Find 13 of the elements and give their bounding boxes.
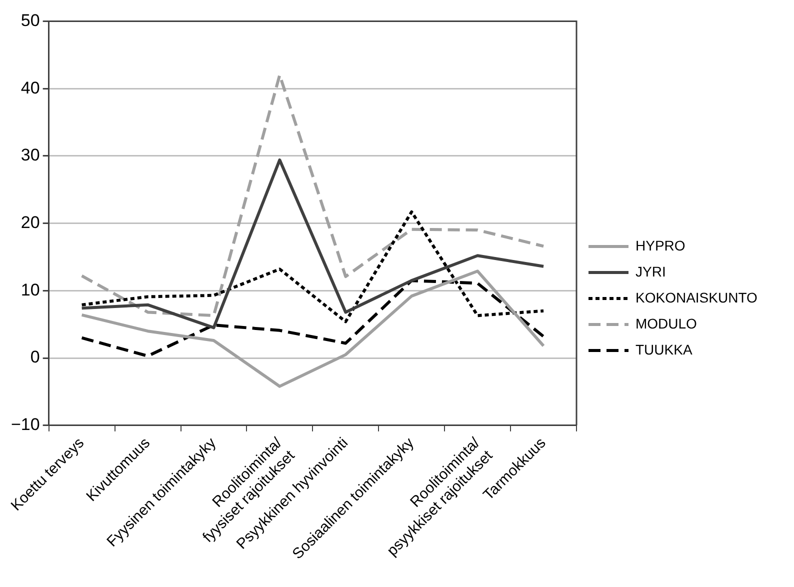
legend-label: KOKONAISKUNTO <box>636 289 758 306</box>
legend-label: HYPRO <box>636 237 686 254</box>
y-tick-label: 10 <box>20 280 40 300</box>
y-tick-label: −10 <box>10 415 40 434</box>
y-tick-label: 30 <box>20 146 40 165</box>
legend-label: JYRI <box>636 263 666 280</box>
y-tick-label: 50 <box>20 10 40 30</box>
y-tick-label: 0 <box>30 348 40 367</box>
y-tick-label: 40 <box>20 78 40 98</box>
legend-label: MODULO <box>636 315 698 332</box>
line-series <box>80 74 546 318</box>
y-tick-label: 20 <box>20 212 40 232</box>
legend-label: TUUKKA <box>636 341 693 358</box>
